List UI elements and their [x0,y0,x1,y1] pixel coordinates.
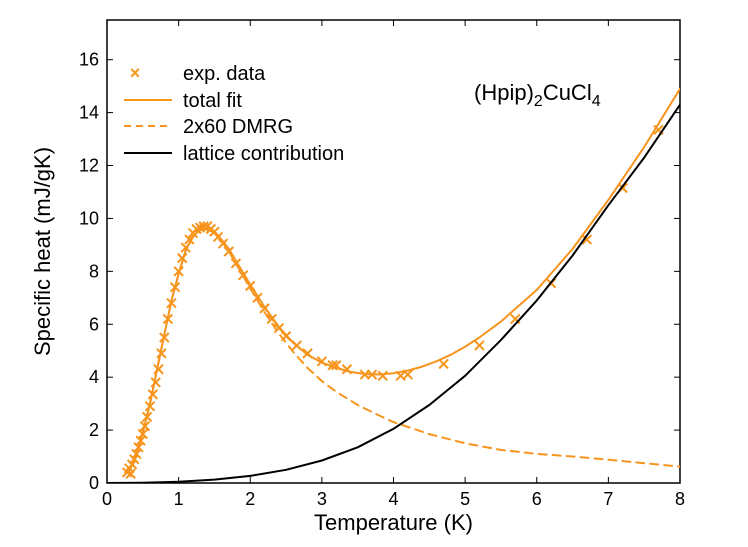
legend-label-dmrg: 2x60 DMRG [183,116,293,138]
x-tick-label: 4 [388,489,398,509]
x-tick-label: 0 [102,489,112,509]
series-line-2x60-dmrg [127,228,680,474]
data-point-marker [125,468,136,479]
data-point-marker [474,340,485,351]
legend-marker-exp: × [130,63,141,83]
x-tick-label: 8 [675,489,685,509]
y-axis-label: Specific heat (mJ/gK) [30,147,55,356]
legend-label-exp: exp. data [183,63,266,85]
data-point-marker [377,370,388,382]
data-point-marker [581,234,593,245]
x-tick-label: 3 [317,489,327,509]
x-tick-label: 1 [174,489,184,509]
data-point-marker [438,358,449,370]
y-tick-label: 8 [89,261,99,281]
x-tick-label: 2 [245,489,255,509]
y-tick-label: 4 [89,367,99,387]
data-point-marker [150,377,161,388]
legend-label-lattice: lattice contribution [183,143,344,165]
x-tick-label: 6 [532,489,542,509]
y-tick-label: 12 [79,156,99,176]
legend: × exp. data total fit 2x60 DMRG lattice … [124,63,344,165]
y-tick-label: 6 [89,314,99,334]
y-tick-label: 10 [79,208,99,228]
compound-label: (Hpip)2CuCl4 [474,80,601,110]
legend-label-fit: total fit [183,90,242,112]
y-tick-label: 0 [89,473,99,493]
y-tick-label: 2 [89,420,99,440]
plot-area [106,19,681,484]
y-tick-label: 14 [79,103,99,123]
x-tick-label: 5 [460,489,470,509]
x-axis-label: Temperature (K) [314,510,473,535]
series-line-lattice-contribution [107,103,680,483]
y-tick-label: 16 [79,50,99,70]
x-tick-label: 7 [603,489,613,509]
series-group [107,87,680,483]
